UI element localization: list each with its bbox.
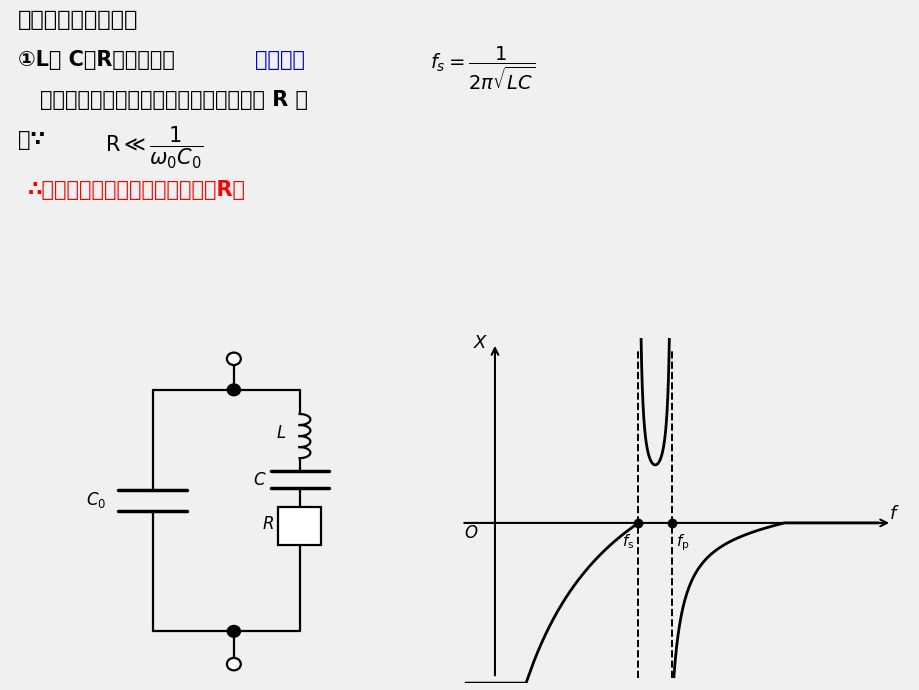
Circle shape bbox=[227, 625, 240, 638]
Text: $C_0$: $C_0$ bbox=[86, 491, 107, 510]
Text: ①L、 C、R支路可发生: ①L、 C、R支路可发生 bbox=[18, 50, 175, 70]
Circle shape bbox=[227, 384, 240, 395]
Circle shape bbox=[227, 658, 241, 671]
Text: ∴石英晶体也呈阻性，等效电阻为R。: ∴石英晶体也呈阻性，等效电阻为R。 bbox=[28, 180, 245, 200]
Text: $C$: $C$ bbox=[253, 471, 267, 489]
Text: 且∵: 且∵ bbox=[18, 130, 45, 150]
Text: $L$: $L$ bbox=[276, 424, 286, 442]
Text: $f$: $f$ bbox=[888, 505, 899, 523]
Text: $O$: $O$ bbox=[463, 524, 478, 542]
Text: 晶体有两个谐振频率: 晶体有两个谐振频率 bbox=[18, 10, 138, 30]
Bar bbox=[278, 507, 321, 545]
Text: $\mathrm{R} \ll \dfrac{1}{\omega_0 C_0}$: $\mathrm{R} \ll \dfrac{1}{\omega_0 C_0}$ bbox=[105, 125, 203, 171]
Text: $f_{\rm p}$: $f_{\rm p}$ bbox=[675, 533, 688, 553]
Text: $f_s = \dfrac{1}{2\pi\sqrt{LC}}$: $f_s = \dfrac{1}{2\pi\sqrt{LC}}$ bbox=[429, 45, 535, 92]
Circle shape bbox=[227, 353, 241, 365]
Text: $f_{\rm s}$: $f_{\rm s}$ bbox=[621, 533, 634, 551]
Text: 串联谐振时，支路阻抗最小，且为纯阻性 R 。: 串联谐振时，支路阻抗最小，且为纯阻性 R 。 bbox=[40, 90, 308, 110]
Text: 串联谐振: 串联谐振 bbox=[255, 50, 305, 70]
Text: $X$: $X$ bbox=[472, 334, 488, 352]
Text: $R$: $R$ bbox=[262, 515, 274, 533]
